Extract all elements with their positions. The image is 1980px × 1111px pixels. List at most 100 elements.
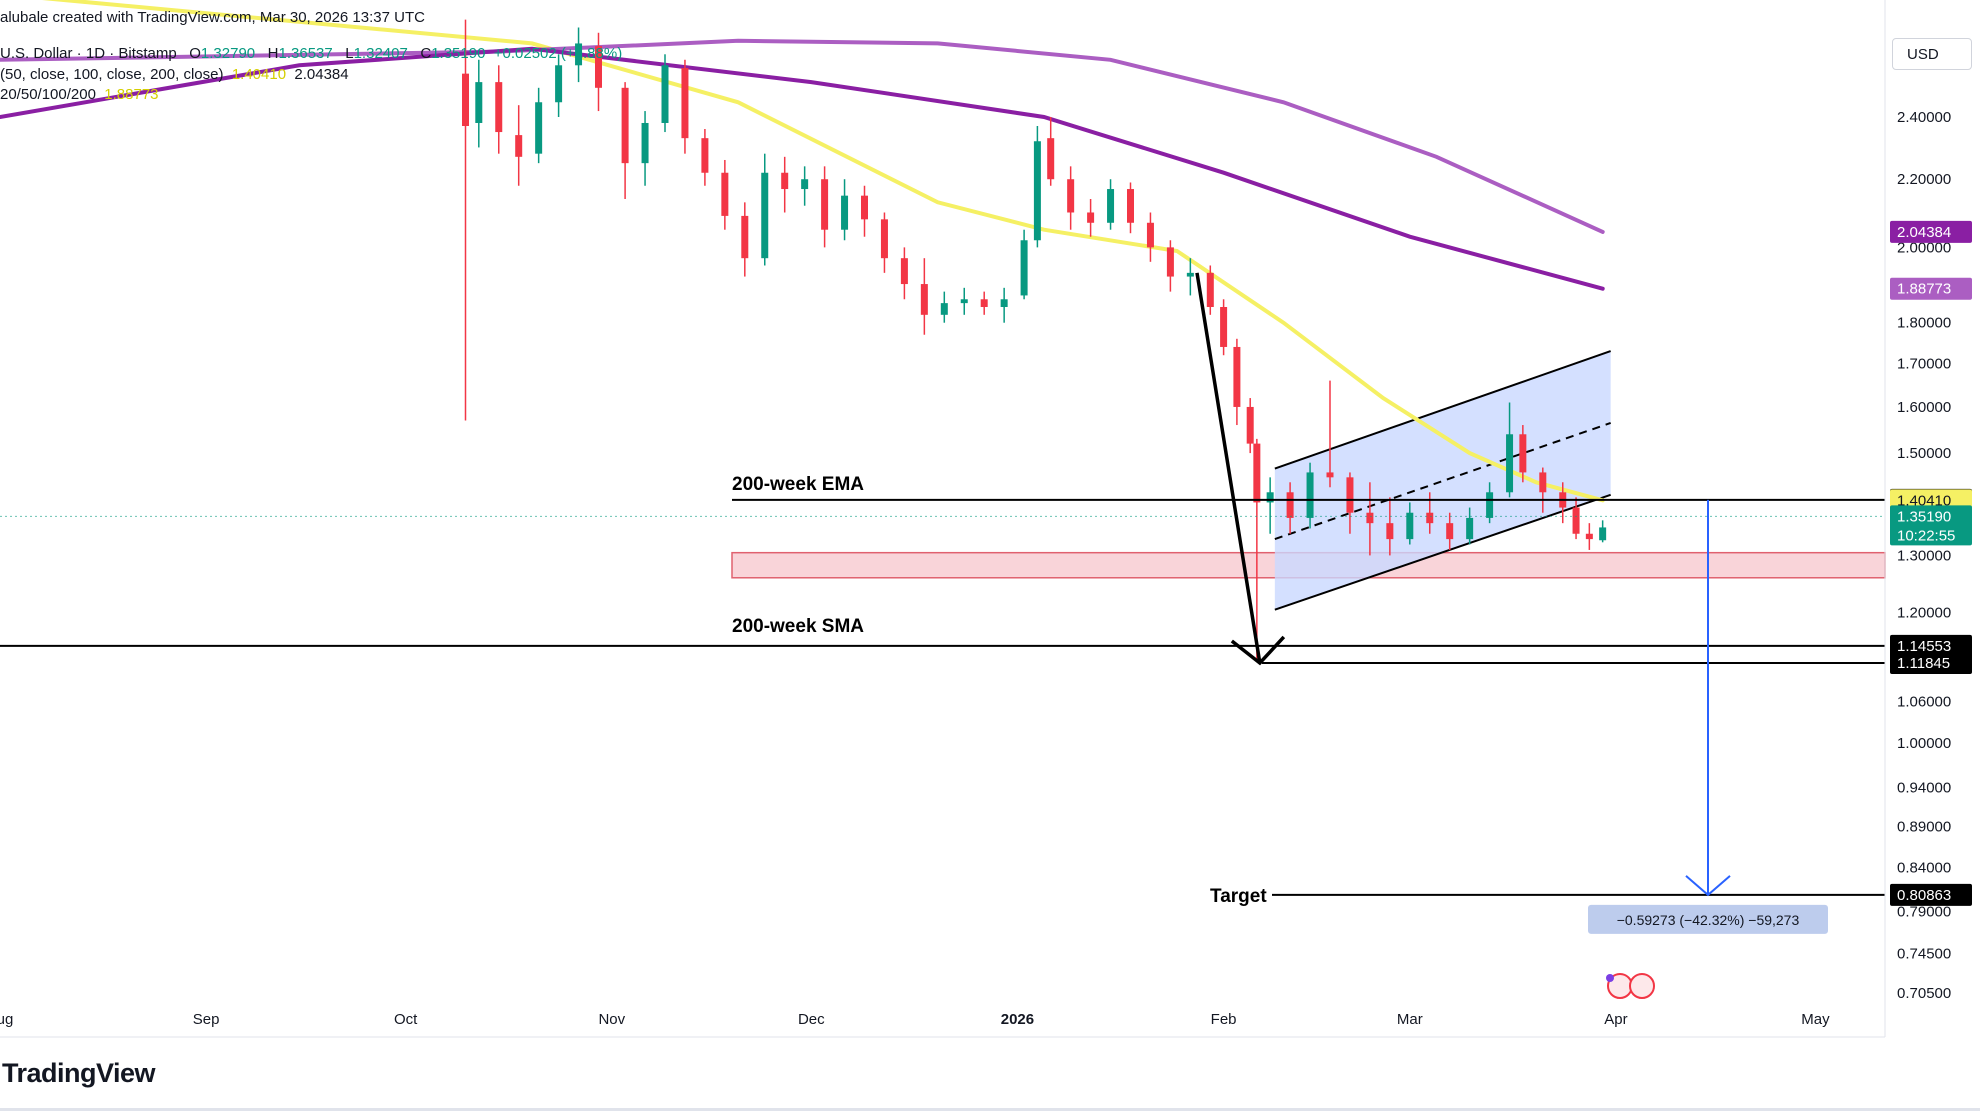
open-value: 1.32790 <box>200 45 256 62</box>
x-tick-label: Feb <box>1211 1011 1237 1028</box>
target-label: Target <box>1210 886 1267 907</box>
y-tick-label: 0.89000 <box>1897 818 1951 835</box>
axes: 2.40000 2.20000 2.00000 1.80000 1.70000 1.600… <box>0 0 1972 1038</box>
y-tick-label: 1.80000 <box>1897 315 1951 332</box>
candle-body <box>1366 512 1374 524</box>
candle-body <box>1266 492 1274 503</box>
candle-body <box>1146 222 1154 248</box>
candle-body <box>1426 512 1434 524</box>
candle-body <box>1000 299 1008 308</box>
candle-body <box>1067 179 1075 213</box>
candle-body <box>575 43 583 66</box>
low-label: L <box>345 45 354 62</box>
moving-averages <box>0 0 1605 503</box>
y-tick-label: 0.94000 <box>1897 779 1951 796</box>
candle-body <box>1186 272 1194 277</box>
candle-body <box>821 179 829 230</box>
change-value: +0.02502 (+1.88%) <box>493 45 623 62</box>
y-tick-label: 1.20000 <box>1897 605 1951 622</box>
candle-body <box>1087 212 1095 223</box>
candle-body <box>1539 472 1547 493</box>
candle-body <box>1107 189 1115 223</box>
currency-selector[interactable]: USD <box>1892 38 1972 70</box>
ma-line-sma-50 <box>41 0 1605 503</box>
ma50-price-badge: 1.40410 <box>1897 492 1951 509</box>
ma100-price-badge-bg <box>1890 220 1972 243</box>
candle-body <box>1246 406 1254 444</box>
candle-body <box>701 138 709 173</box>
x-tick-label: 2026 <box>1001 1011 1034 1028</box>
candle-body <box>1386 523 1394 540</box>
close-label: C <box>420 45 432 62</box>
y-tick-label: 1.30000 <box>1897 547 1951 564</box>
ema-legend-label: 20/50/100/200 <box>0 86 96 103</box>
x-tick-label: Oct <box>394 1011 418 1028</box>
x-tick-label: Apr <box>1604 1011 1627 1028</box>
candle-body <box>1233 346 1241 407</box>
candle-body <box>1253 443 1261 503</box>
y-tick-label: 2.20000 <box>1897 171 1951 188</box>
y-tick-label: 0.70500 <box>1897 985 1951 1002</box>
candle-body <box>621 87 629 164</box>
ma-legend[interactable]: (50, close, 100, close, 200, close) 1.40… <box>0 66 349 83</box>
candle-body <box>1166 247 1174 277</box>
ema200-price-badge: 1.88773 <box>1897 281 1951 298</box>
ema-legend[interactable]: 20/50/100/200 1.88773 <box>0 86 159 103</box>
x-tick-label: May <box>1801 1011 1830 1028</box>
x-tick-label: Nov <box>598 1011 625 1028</box>
candle-body <box>1519 434 1527 473</box>
open-label: O <box>189 45 201 62</box>
bottom-divider <box>0 1108 1980 1111</box>
candle-body <box>595 46 602 88</box>
candle-body <box>495 82 503 133</box>
y-tick-label: 0.74500 <box>1897 946 1951 963</box>
measure-label-bg <box>1588 904 1828 934</box>
candle-body <box>721 172 729 216</box>
ema-legend-value: 1.88773 <box>104 86 159 103</box>
candle-body <box>1466 517 1474 540</box>
candle-body <box>1486 492 1494 518</box>
target-badge: 0.80863 <box>1897 887 1951 904</box>
low-line-badge: 1.11845 <box>1897 655 1950 672</box>
candle-body <box>781 172 789 190</box>
channel-fill <box>1274 351 1611 610</box>
ma100-legend-value: 2.04384 <box>294 66 349 83</box>
x-tick-label: Dec <box>798 1011 825 1028</box>
candle-body <box>641 122 649 164</box>
y-tick-label: 1.70000 <box>1897 356 1951 373</box>
y-tick-label: 0.84000 <box>1897 860 1951 877</box>
candle-body <box>1220 307 1228 347</box>
author-line: alubale created with TradingView.com, Ma… <box>0 9 425 26</box>
candle-body <box>900 258 908 285</box>
candlesticks <box>462 19 1607 662</box>
sma-200-week-label: 200-week SMA <box>732 616 864 637</box>
candle-body <box>880 219 888 259</box>
candle-body <box>475 82 483 123</box>
drop-arrow-head <box>1230 635 1286 666</box>
ma-line-ema-200 <box>0 46 1605 291</box>
candle-body <box>801 179 809 190</box>
candle-body <box>681 68 689 139</box>
ema-200-week-label: 200-week EMA <box>732 474 864 495</box>
candle-body <box>535 102 543 154</box>
candle-body <box>980 299 988 308</box>
ma-legend-label: (50, close, 100, close, 200, close) <box>0 66 224 83</box>
y-tick-label: 1.06000 <box>1897 693 1951 710</box>
candle-body <box>555 65 563 103</box>
us-flag-icon <box>1629 973 1655 999</box>
candle-body <box>1206 272 1214 308</box>
candle-body <box>940 303 948 315</box>
high-label: H <box>267 45 279 62</box>
low-line-badge-bg <box>1890 651 1972 674</box>
channel-lower-line <box>1274 493 1611 611</box>
drop-arrow-line <box>1195 272 1262 664</box>
symbol-name[interactable]: U.S. Dollar · 1D · Bitstamp <box>0 45 177 62</box>
candle-body <box>1020 240 1028 296</box>
x-tick-label: Mar <box>1397 1011 1423 1028</box>
high-value: 1.36537 <box>278 45 333 62</box>
channel-mid-line <box>1274 421 1611 541</box>
candle-body <box>1326 472 1334 478</box>
ema200-price-badge-bg <box>1890 277 1972 300</box>
drawing-layer <box>731 350 1886 611</box>
